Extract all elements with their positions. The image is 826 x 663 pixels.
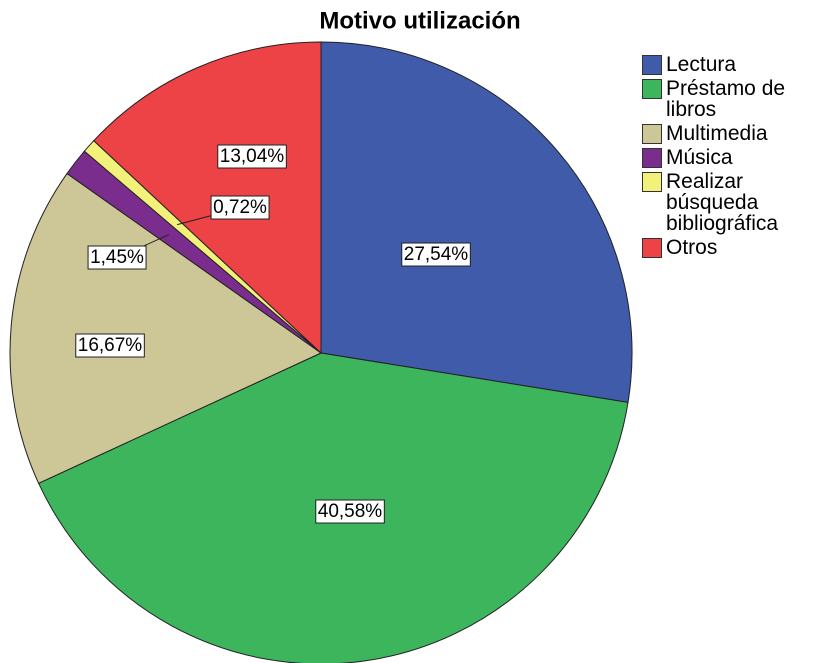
legend-item: Préstamo de libros (642, 78, 826, 120)
data-label: 0,72% (213, 197, 267, 218)
data-label: 1,45% (90, 247, 144, 268)
legend-swatch (642, 124, 662, 144)
chart-title: Motivo utilización (319, 7, 520, 34)
legend-swatch (642, 148, 662, 168)
legend-label: Préstamo de libros (666, 77, 786, 121)
legend-label: Multimedia (666, 122, 768, 145)
label-box (315, 499, 385, 524)
legend-swatch (642, 238, 662, 258)
legend-swatch (642, 172, 662, 192)
label-box (75, 333, 145, 358)
legend-item: Otros (642, 237, 826, 258)
pie-slice (93, 41, 322, 355)
label-box (87, 245, 147, 270)
legend: Lectura Préstamo de libros Multimedia Músic… (642, 54, 826, 261)
legend-label: Música (666, 146, 733, 169)
pie-slice (320, 41, 633, 403)
label-box (401, 242, 471, 267)
legend-item: Lectura (642, 54, 826, 75)
legend-item: Realizar búsqueda bibliográfica (642, 171, 826, 234)
data-label: 40,58% (318, 501, 383, 522)
label-box (210, 195, 270, 220)
label-box (217, 144, 287, 169)
legend-label: Otros (666, 236, 718, 259)
data-label: 27,54% (404, 244, 469, 265)
legend-swatch (642, 55, 662, 75)
legend-label: Realizar búsqueda bibliográfica (666, 170, 779, 235)
legend-item: Multimedia (642, 123, 826, 144)
legend-swatch (642, 79, 662, 99)
data-label: 16,67% (78, 335, 143, 356)
data-label: 13,04% (220, 146, 285, 167)
legend-item: Música (642, 147, 826, 168)
legend-label: Lectura (666, 53, 737, 76)
